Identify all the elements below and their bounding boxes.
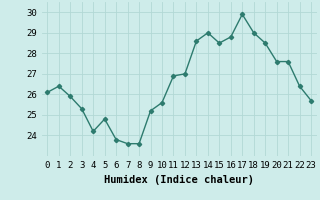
X-axis label: Humidex (Indice chaleur): Humidex (Indice chaleur): [104, 175, 254, 185]
